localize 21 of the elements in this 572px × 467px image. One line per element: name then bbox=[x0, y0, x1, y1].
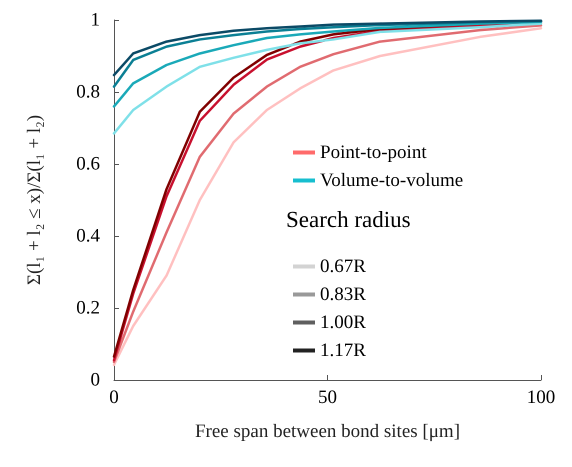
legend-label: Point-to-point bbox=[320, 142, 428, 163]
y-tick-label: 1 bbox=[90, 10, 100, 30]
x-tick-label: 100 bbox=[526, 387, 556, 408]
legend-label: 0.83R bbox=[320, 284, 366, 305]
legend-title: Search radius bbox=[286, 207, 411, 232]
y-tick-label: 0.8 bbox=[76, 82, 100, 102]
legend-label: Volume-to-volume bbox=[320, 170, 464, 191]
legend-label: 0.67R bbox=[320, 256, 366, 277]
x-axis-title: Free span between bond sites [μm] bbox=[194, 421, 460, 442]
y-tick-label: 0.6 bbox=[76, 154, 100, 174]
y-axis-title: Σ(l₁ + l₂ ≤ x)/Σ(l₁ + l₂) bbox=[24, 114, 45, 286]
y-tick-label: 0 bbox=[90, 370, 100, 390]
legend-label: 1.17R bbox=[320, 340, 366, 361]
line-series bbox=[112, 19, 542, 76]
line-series bbox=[112, 20, 542, 108]
y-tick-label: 0.2 bbox=[76, 298, 100, 318]
line-series bbox=[112, 22, 542, 135]
x-tick-label: 0 bbox=[109, 387, 119, 408]
x-tick-label: 50 bbox=[318, 387, 337, 408]
y-tick-label: 0.4 bbox=[76, 226, 100, 246]
legend-label: 1.00R bbox=[320, 312, 366, 333]
